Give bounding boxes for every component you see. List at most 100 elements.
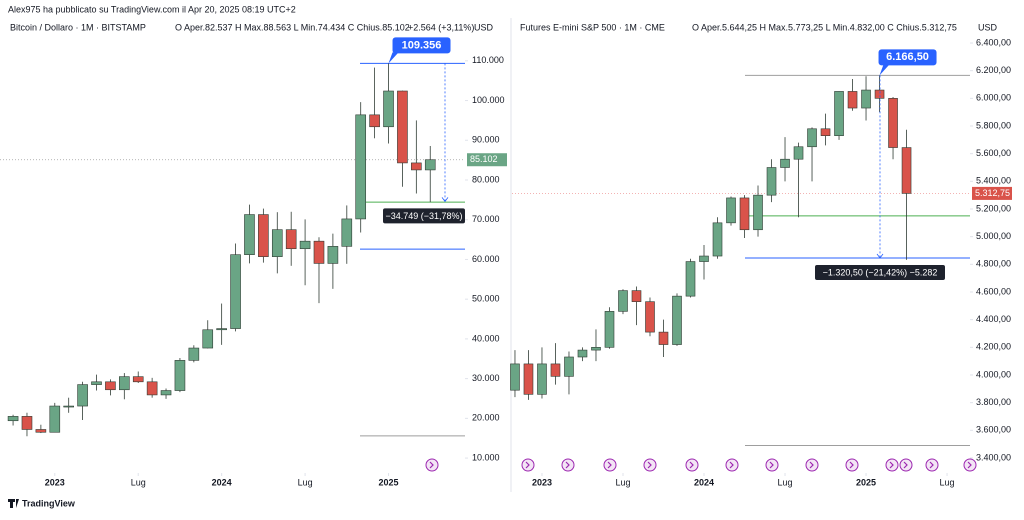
y-tick-label: 4.000,00 xyxy=(976,369,1011,379)
x-tick-label: Lug xyxy=(131,477,146,487)
candle-body xyxy=(672,295,682,345)
event-icon-glyph xyxy=(565,461,570,469)
y-tick-label: 10.000 xyxy=(472,452,500,462)
chart-pane: Futures E-mini S&P 500 · 1M · CME O Aper.… xyxy=(510,22,1012,487)
event-icon xyxy=(963,458,977,472)
y-tick-label: 110.000 xyxy=(472,55,504,65)
event-icon xyxy=(425,458,439,472)
price-label: 5.312,75 xyxy=(975,188,1010,198)
y-tick-label: 5.200,00 xyxy=(976,203,1011,213)
event-icon xyxy=(725,458,739,472)
event-icon xyxy=(643,458,657,472)
candle-body xyxy=(726,197,736,224)
candle-body xyxy=(216,328,227,331)
symbol-title: Futures E-mini S&P 500 · 1M · CME xyxy=(520,22,665,32)
candle-body xyxy=(577,349,588,358)
event-icon-glyph xyxy=(769,461,774,469)
event-icon xyxy=(805,458,819,472)
y-tick-label: 3.400,00 xyxy=(976,452,1011,462)
x-tick-label: Lug xyxy=(615,477,630,487)
y-tick-label: 40.000 xyxy=(472,333,500,343)
candle-body xyxy=(901,147,912,194)
candle-body xyxy=(258,214,269,257)
x-tick-label: 2024 xyxy=(694,477,714,487)
x-tick-label: Lug xyxy=(298,477,313,487)
candle-body xyxy=(550,363,561,377)
event-icon-glyph xyxy=(929,461,934,469)
chart-pane: Bitcoin / Dollaro · 1M · BITSTAMP O Aper.… xyxy=(0,22,507,487)
candle-body xyxy=(424,159,436,171)
candle-body xyxy=(146,381,158,396)
event-icon xyxy=(765,458,779,472)
event-icon xyxy=(521,458,535,472)
high-marker-pointer xyxy=(879,64,890,76)
candle-body xyxy=(807,128,817,148)
event-icon-glyph xyxy=(689,461,694,469)
y-tick-label: 4.200,00 xyxy=(976,342,1011,352)
candle-body xyxy=(631,290,642,302)
footer-logo: TradingView xyxy=(8,498,76,508)
high-marker-pointer xyxy=(388,52,399,64)
measure-box xyxy=(815,264,945,280)
candle-body xyxy=(21,416,33,430)
candle-body xyxy=(397,90,408,164)
y-tick-label: 80.000 xyxy=(472,174,500,184)
y-tick-label: 20.000 xyxy=(472,413,500,423)
x-tick-label: 2025 xyxy=(379,477,399,487)
change: +2.564 (+3,11%) xyxy=(408,22,474,32)
candle-body xyxy=(313,240,325,264)
event-icon-glyph xyxy=(429,461,434,469)
logo-icon xyxy=(8,499,19,508)
candle-body xyxy=(739,197,750,231)
measure-label: −1.320,50 (−21,42%) −5.282 xyxy=(823,267,938,277)
candle-body xyxy=(834,91,844,136)
ohlc-quote: O Aper.82.537 H Max.88.563 L Min.74.434 … xyxy=(175,22,410,32)
event-icon-glyph xyxy=(729,461,734,469)
high-marker-label: 109.356 xyxy=(402,39,442,51)
event-icon-glyph xyxy=(647,461,652,469)
currency: USD xyxy=(474,22,494,32)
measure-box xyxy=(383,208,465,224)
x-tick-label: Lug xyxy=(940,477,955,487)
candle-body xyxy=(327,246,339,264)
event-icon xyxy=(603,458,617,472)
measure-arrowhead xyxy=(876,253,884,259)
candle-body xyxy=(699,255,709,262)
candle-body xyxy=(383,90,394,128)
candle-body xyxy=(160,390,172,396)
symbol-title: Bitcoin / Dollaro · 1M · BITSTAMP xyxy=(10,22,146,32)
y-tick-label: 5.600,00 xyxy=(976,148,1011,158)
candle-body xyxy=(63,405,74,408)
x-tick-label: 2023 xyxy=(45,477,65,487)
y-tick-label: 4.400,00 xyxy=(976,314,1011,324)
candle-body xyxy=(861,89,871,109)
candle-body xyxy=(355,114,367,220)
candle-body xyxy=(369,114,380,128)
candle-body xyxy=(341,218,353,247)
event-icon xyxy=(561,458,575,472)
y-tick-label: 60.000 xyxy=(472,254,500,264)
candle-body xyxy=(411,162,422,171)
event-icon xyxy=(685,458,699,472)
candle-body xyxy=(299,240,311,250)
event-icon-glyph xyxy=(809,461,814,469)
candle-body xyxy=(793,146,804,160)
event-icon xyxy=(845,458,859,472)
y-tick-label: 30.000 xyxy=(472,373,500,383)
candle-body xyxy=(645,301,655,333)
candle-body xyxy=(510,363,520,391)
x-tick-label: Lug xyxy=(778,477,793,487)
x-tick-label: 2025 xyxy=(856,477,876,487)
candle-body xyxy=(49,405,61,433)
ohlc-quote: O Aper.5.644,25 H Max.5.773,25 L Min.4.8… xyxy=(692,22,957,32)
candle-body xyxy=(174,360,186,391)
candle-body xyxy=(285,229,297,250)
candle-body xyxy=(230,254,241,329)
candle-body xyxy=(712,222,723,257)
candle-body xyxy=(888,98,898,148)
candle-body xyxy=(244,214,255,255)
candle-body xyxy=(188,347,200,361)
event-icon-glyph xyxy=(967,461,972,469)
price-label: 85.102 xyxy=(470,154,498,164)
